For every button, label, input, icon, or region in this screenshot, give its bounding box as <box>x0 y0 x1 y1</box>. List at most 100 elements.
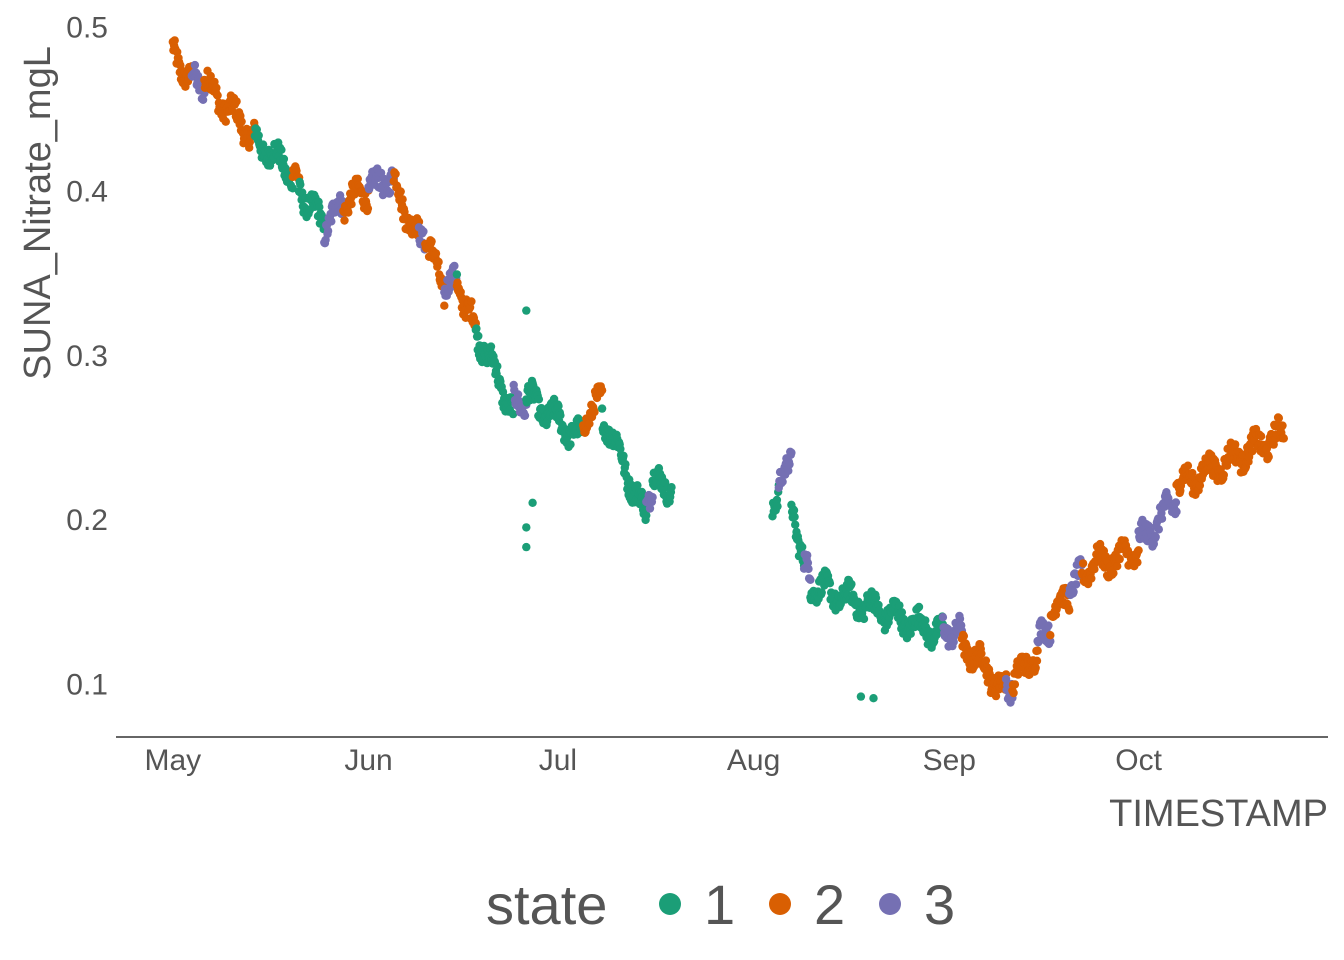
data-point-state-1 <box>772 495 782 505</box>
data-point-state-2 <box>398 195 407 204</box>
data-point-state-1 <box>895 601 904 610</box>
data-point-state-3 <box>198 95 208 105</box>
legend-label: 2 <box>814 873 845 936</box>
data-point-state-2 <box>597 386 607 395</box>
data-point-state-1 <box>914 602 924 612</box>
legend-key-1 <box>659 893 681 915</box>
data-point-state-1 <box>856 692 866 701</box>
data-point-state-3 <box>803 558 813 567</box>
data-point-state-2 <box>213 91 222 100</box>
data-point-state-3 <box>190 60 200 70</box>
data-point-state-2 <box>1031 663 1040 672</box>
data-point-state-3 <box>938 613 948 622</box>
data-point-state-3 <box>806 575 815 584</box>
data-point-state-3 <box>327 217 336 226</box>
x-tick-label: Oct <box>1115 744 1162 777</box>
data-point-state-2 <box>1195 481 1205 490</box>
legend: state 1 2 3 <box>486 873 955 936</box>
data-point-state-3 <box>955 614 965 623</box>
data-point-state-2 <box>396 187 405 196</box>
data-point-state-2 <box>1013 670 1023 679</box>
data-point-state-3 <box>1069 587 1078 596</box>
data-point-state-1 <box>288 184 297 193</box>
data-point-state-1 <box>667 483 676 492</box>
legend-label: 3 <box>924 873 955 936</box>
data-point-state-2 <box>440 301 449 310</box>
x-tick-label: Jul <box>539 744 577 777</box>
data-point-state-3 <box>1171 498 1181 507</box>
data-point-state-2 <box>1078 559 1088 568</box>
data-point-state-3 <box>520 411 530 420</box>
data-point-state-3 <box>1046 637 1055 646</box>
data-point-state-1 <box>315 202 324 212</box>
data-point-state-2 <box>340 216 349 225</box>
data-points-layer <box>168 36 1289 707</box>
data-point-state-1 <box>789 506 799 515</box>
data-point-state-2 <box>1113 562 1122 571</box>
data-point-state-1 <box>597 404 607 413</box>
data-point-state-1 <box>554 401 563 411</box>
legend-key-2 <box>769 893 791 915</box>
y-axis-title: SUNA_Nitrate_mgL <box>17 46 59 380</box>
data-point-state-3 <box>787 448 796 457</box>
x-tick-label: Sep <box>923 744 976 777</box>
data-point-state-3 <box>1044 621 1053 630</box>
data-point-state-2 <box>1133 558 1142 567</box>
data-point-state-2 <box>1046 631 1055 640</box>
data-point-state-2 <box>1115 554 1124 564</box>
data-point-state-1 <box>847 579 856 589</box>
data-point-state-2 <box>977 649 986 658</box>
data-point-state-3 <box>1151 532 1160 542</box>
data-point-state-1 <box>621 460 630 469</box>
y-tick-label: 0.2 <box>66 504 108 537</box>
data-point-state-1 <box>854 597 863 606</box>
data-point-state-1 <box>869 694 878 703</box>
data-point-state-1 <box>790 512 799 521</box>
data-point-state-1 <box>474 331 483 341</box>
x-axis-ticks: May Jun Jul Aug Sep Oct <box>144 744 1162 777</box>
data-point-state-2 <box>1109 569 1118 578</box>
y-tick-label: 0.4 <box>66 176 108 209</box>
data-point-state-3 <box>785 460 794 469</box>
data-point-state-3 <box>804 564 813 574</box>
data-point-state-3 <box>385 188 395 197</box>
data-point-state-2 <box>434 257 443 267</box>
data-point-state-1 <box>619 451 628 460</box>
data-point-state-3 <box>648 493 657 502</box>
data-point-state-2 <box>1087 574 1096 583</box>
data-point-state-1 <box>921 616 930 625</box>
data-point-state-2 <box>344 208 353 217</box>
y-tick-label: 0.3 <box>66 340 108 373</box>
data-point-state-2 <box>1231 440 1240 449</box>
data-point-state-1 <box>508 409 518 419</box>
data-point-state-1 <box>566 440 575 449</box>
data-point-state-3 <box>1154 525 1164 534</box>
data-point-state-2 <box>221 117 230 126</box>
data-point-state-1 <box>534 395 544 404</box>
data-point-state-1 <box>528 498 537 507</box>
data-point-state-2 <box>959 631 968 641</box>
data-point-state-1 <box>277 145 286 154</box>
data-point-state-3 <box>784 466 793 475</box>
data-point-state-1 <box>556 411 565 420</box>
data-point-state-2 <box>353 174 362 183</box>
data-point-state-2 <box>363 204 373 213</box>
data-point-state-1 <box>254 131 263 140</box>
data-point-state-2 <box>1134 546 1143 555</box>
data-point-state-1 <box>522 542 531 552</box>
data-point-state-2 <box>400 207 409 216</box>
data-point-state-2 <box>1010 680 1020 689</box>
data-point-state-2 <box>176 61 185 70</box>
data-point-state-1 <box>279 154 289 164</box>
data-point-state-1 <box>773 502 782 511</box>
data-point-state-2 <box>170 36 179 45</box>
data-point-state-2 <box>1278 421 1287 430</box>
data-point-state-3 <box>1172 507 1181 516</box>
data-point-state-3 <box>803 551 812 560</box>
data-point-state-3 <box>419 227 428 236</box>
data-point-state-1 <box>522 306 531 315</box>
data-point-state-1 <box>296 180 305 189</box>
legend-label: 1 <box>704 873 735 936</box>
data-point-state-2 <box>590 407 599 417</box>
data-point-state-2 <box>237 117 246 126</box>
